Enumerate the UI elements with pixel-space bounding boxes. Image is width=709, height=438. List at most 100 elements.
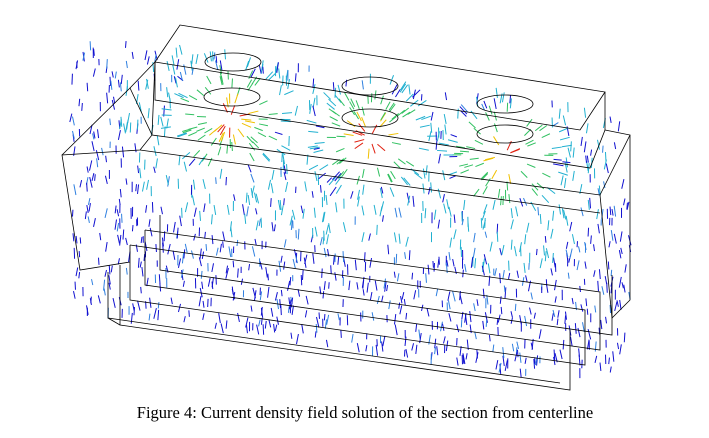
field-vector bbox=[415, 323, 418, 332]
field-vector bbox=[245, 317, 249, 328]
field-vector bbox=[112, 298, 116, 308]
field-vector bbox=[578, 246, 581, 253]
field-vector bbox=[265, 71, 274, 80]
field-vector bbox=[188, 131, 197, 137]
field-vector bbox=[422, 168, 426, 179]
field-vector bbox=[196, 89, 205, 97]
field-vector bbox=[225, 320, 228, 329]
field-vector bbox=[104, 269, 108, 277]
field-vector bbox=[315, 125, 325, 129]
field-vector bbox=[214, 60, 219, 70]
field-vector bbox=[558, 171, 568, 176]
field-vector bbox=[267, 286, 270, 298]
field-vector bbox=[178, 155, 181, 166]
field-vector bbox=[234, 93, 239, 104]
field-vector bbox=[220, 131, 226, 142]
field-vector bbox=[456, 357, 459, 366]
field-vector bbox=[452, 291, 456, 302]
field-vector bbox=[459, 163, 469, 167]
field-vector bbox=[609, 116, 612, 123]
field-vector bbox=[182, 280, 185, 287]
field-vector bbox=[94, 174, 96, 181]
field-vector bbox=[456, 145, 466, 149]
field-vector bbox=[559, 349, 563, 360]
field-vector bbox=[593, 270, 596, 277]
field-vector bbox=[184, 243, 188, 253]
field-vector bbox=[108, 282, 111, 290]
field-vector bbox=[612, 351, 615, 362]
field-vector bbox=[600, 319, 603, 330]
field-vector bbox=[546, 187, 556, 195]
field-vector bbox=[428, 187, 431, 195]
field-vector bbox=[294, 105, 298, 116]
field-vector bbox=[103, 288, 106, 296]
field-vector bbox=[198, 156, 205, 166]
field-vector bbox=[135, 184, 138, 192]
field-vector bbox=[172, 250, 176, 260]
field-vector bbox=[483, 100, 488, 109]
field-vector bbox=[153, 146, 157, 157]
field-vector bbox=[145, 205, 148, 213]
field-vector bbox=[179, 215, 182, 227]
field-vector bbox=[183, 316, 186, 323]
field-vector bbox=[176, 59, 180, 70]
field-vector bbox=[442, 170, 446, 181]
field-vector bbox=[464, 264, 467, 273]
field-vector bbox=[382, 215, 384, 222]
field-vector bbox=[262, 152, 271, 161]
field-vector bbox=[509, 98, 512, 109]
field-vector bbox=[323, 313, 326, 321]
field-vector bbox=[618, 276, 622, 288]
field-vector bbox=[605, 163, 609, 174]
field-vector bbox=[482, 288, 485, 299]
field-vector bbox=[580, 207, 584, 217]
field-vector bbox=[218, 313, 221, 324]
field-vector bbox=[531, 183, 539, 191]
field-vector bbox=[452, 258, 455, 267]
field-vector bbox=[430, 111, 434, 121]
field-vector bbox=[495, 360, 499, 370]
field-vector bbox=[134, 143, 137, 153]
field-vector bbox=[207, 157, 213, 167]
field-vector bbox=[276, 62, 279, 74]
field-vector bbox=[391, 84, 398, 95]
field-vector bbox=[183, 161, 188, 172]
field-vector bbox=[211, 263, 215, 273]
field-vector bbox=[412, 89, 416, 100]
field-vector bbox=[558, 127, 569, 133]
field-vector bbox=[515, 206, 519, 217]
field-vector bbox=[502, 269, 505, 280]
field-vector bbox=[237, 128, 245, 138]
field-vector bbox=[314, 331, 317, 338]
field-vector bbox=[89, 176, 93, 188]
field-vector bbox=[202, 179, 206, 190]
field-vector bbox=[245, 192, 248, 203]
field-vector bbox=[326, 177, 333, 183]
field-vector bbox=[556, 318, 559, 326]
field-vector bbox=[287, 306, 290, 313]
field-vector bbox=[326, 314, 330, 325]
bottom-slab-5 bbox=[159, 215, 613, 336]
field-vector bbox=[248, 110, 259, 114]
field-vector bbox=[197, 134, 206, 141]
field-vector bbox=[498, 362, 502, 373]
field-vector bbox=[362, 289, 365, 296]
field-vector bbox=[510, 148, 520, 154]
field-vector bbox=[459, 106, 468, 115]
field-vector bbox=[415, 115, 426, 121]
field-vector bbox=[141, 266, 144, 277]
field-vector bbox=[376, 224, 378, 235]
field-vector bbox=[468, 121, 476, 129]
field-vector bbox=[191, 68, 194, 75]
field-vector bbox=[572, 147, 575, 158]
field-vector bbox=[603, 159, 607, 170]
field-vector bbox=[245, 60, 250, 71]
field-vector bbox=[300, 274, 303, 286]
field-vector bbox=[460, 110, 467, 117]
field-vector bbox=[121, 146, 125, 158]
field-vector bbox=[614, 301, 618, 312]
field-vector bbox=[445, 340, 449, 352]
field-vector bbox=[596, 209, 599, 220]
field-vector bbox=[183, 249, 186, 259]
field-vector bbox=[213, 52, 216, 60]
